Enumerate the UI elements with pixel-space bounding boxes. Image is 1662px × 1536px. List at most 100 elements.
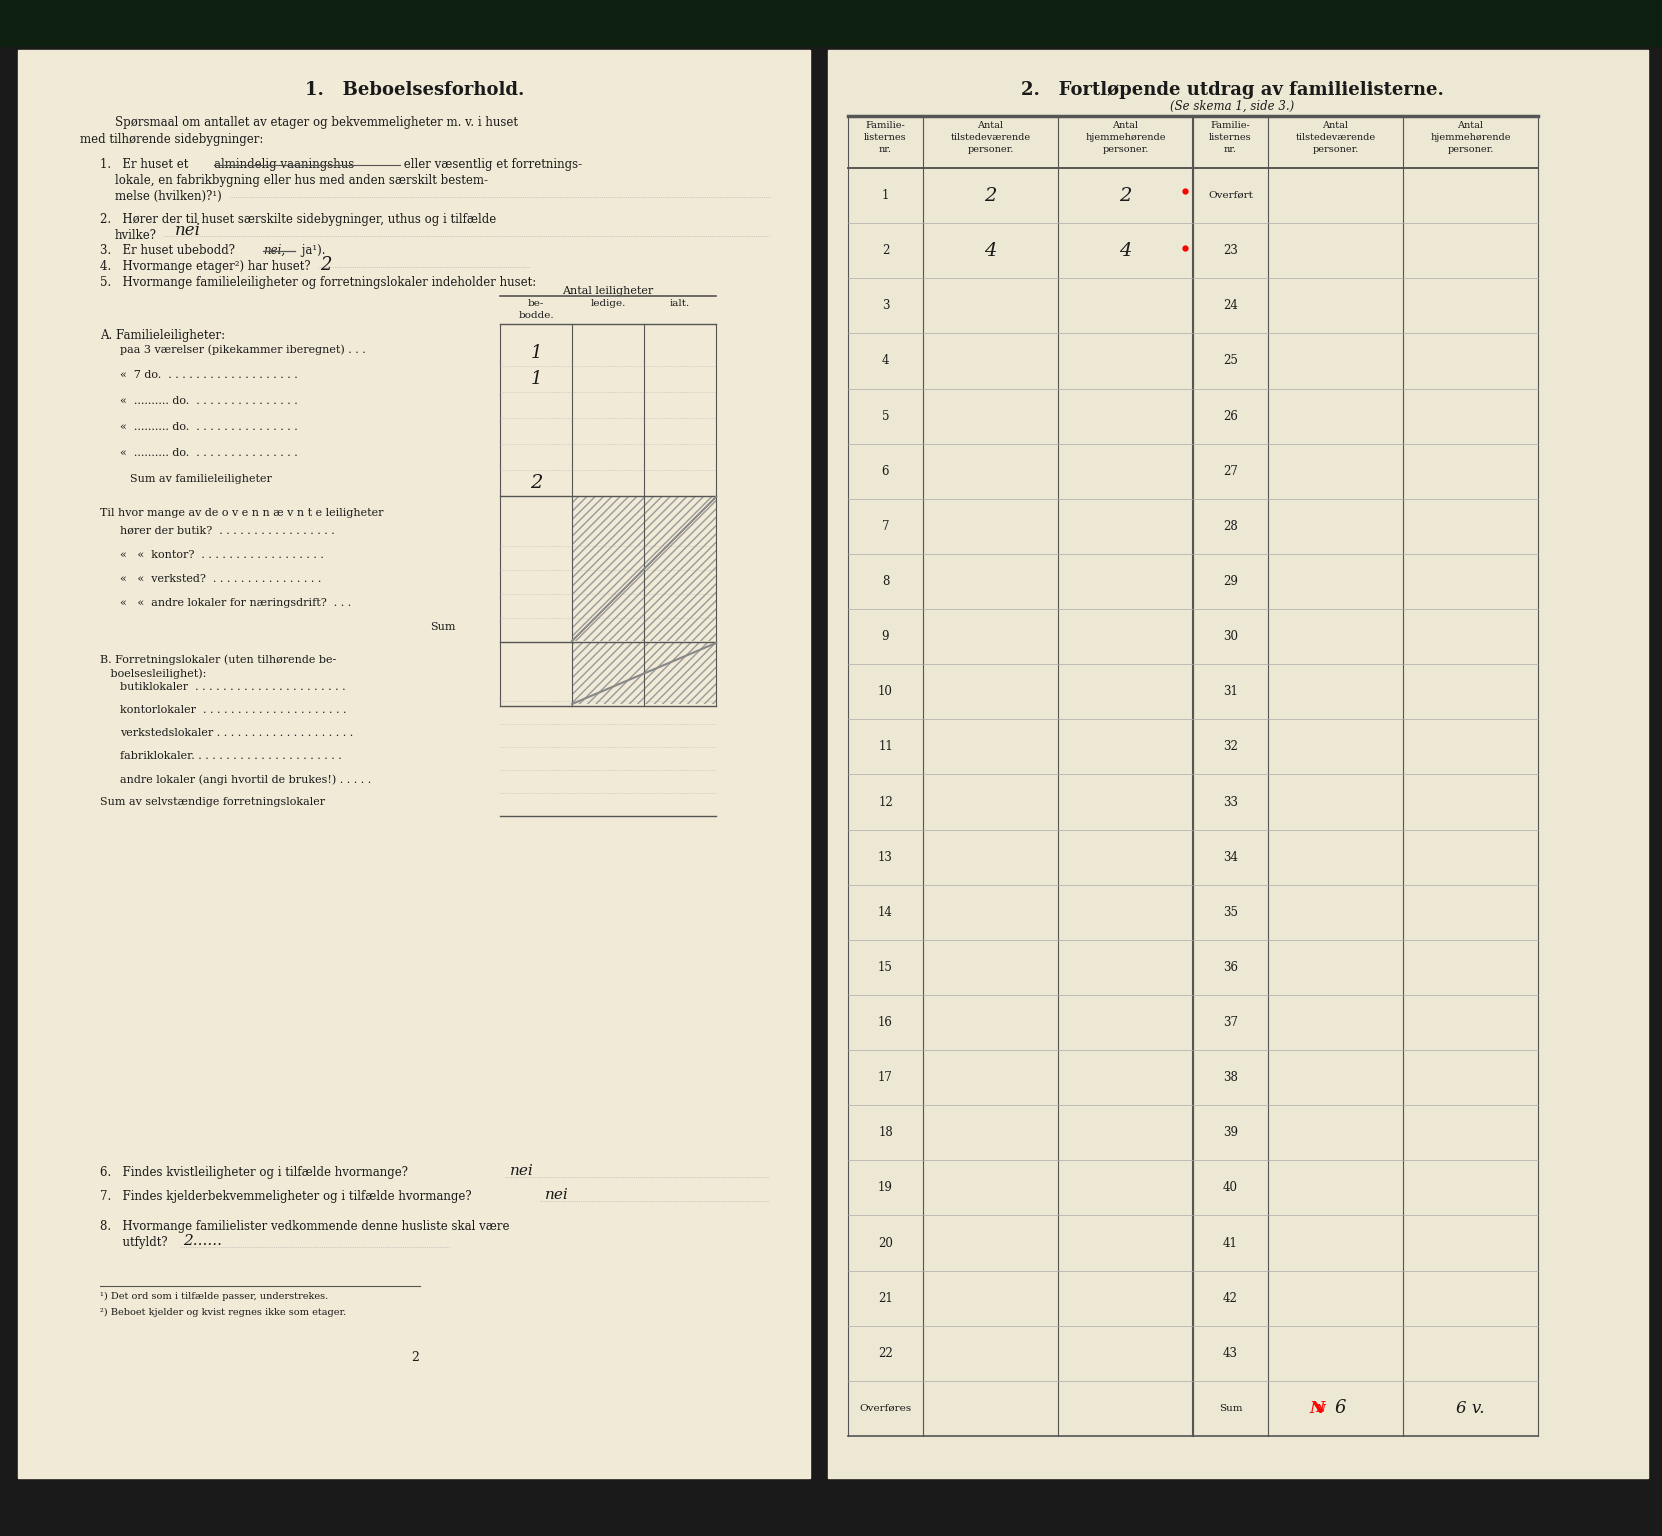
Text: eller væsentlig et forretnings-: eller væsentlig et forretnings- [401,158,582,170]
Text: 23: 23 [1223,244,1238,257]
Text: personer.: personer. [967,144,1014,154]
Text: ¹) Det ord som i tilfælde passer, understrekes.: ¹) Det ord som i tilfælde passer, unders… [100,1292,329,1301]
Text: 20: 20 [878,1236,892,1250]
Text: hører der butik?  . . . . . . . . . . . . . . . . .: hører der butik? . . . . . . . . . . . .… [120,525,334,536]
Text: kontorlokaler  . . . . . . . . . . . . . . . . . . . . .: kontorlokaler . . . . . . . . . . . . . … [120,705,346,714]
Text: hvilke?: hvilke? [115,229,156,243]
Text: 27: 27 [1223,465,1238,478]
Text: Til hvor mange av de o v e n n æ v n t e leiligheter: Til hvor mange av de o v e n n æ v n t e… [100,508,384,518]
Text: Antal: Antal [1323,121,1348,131]
Text: 13: 13 [878,851,892,863]
Text: 2: 2 [1119,186,1132,204]
Text: med tilhørende sidebygninger:: med tilhørende sidebygninger: [80,134,263,146]
Text: «   «  andre lokaler for næringsdrift?  . . .: « « andre lokaler for næringsdrift? . . … [120,598,351,608]
Text: 7.   Findes kjelderbekvemmeligheter og i tilfælde hvormange?: 7. Findes kjelderbekvemmeligheter og i t… [100,1190,472,1203]
Text: 3.   Er huset ubebodd?: 3. Er huset ubebodd? [100,244,243,257]
Text: 2.   Hører der til huset særskilte sidebygninger, uthus og i tilfælde: 2. Hører der til huset særskilte sidebyg… [100,214,497,226]
Text: 6.   Findes kvistleiligheter og i tilfælde hvormange?: 6. Findes kvistleiligheter og i tilfælde… [100,1166,407,1180]
Text: personer.: personer. [1448,144,1494,154]
Text: personer.: personer. [1102,144,1148,154]
Text: lokale, en fabrikbygning eller hus med anden særskilt bestem-: lokale, en fabrikbygning eller hus med a… [115,174,489,187]
Text: listernes: listernes [864,134,907,141]
Text: 31: 31 [1223,685,1238,699]
Text: «  .......... do.  . . . . . . . . . . . . . . .: « .......... do. . . . . . . . . . . . .… [120,422,297,432]
Text: 15: 15 [878,962,892,974]
Text: 8.   Hvormange familielister vedkommende denne husliste skal være: 8. Hvormange familielister vedkommende d… [100,1220,510,1233]
Text: 1.   Er huset et: 1. Er huset et [100,158,188,170]
Bar [572,498,716,641]
Text: 1: 1 [530,344,542,362]
Text: 2: 2 [883,244,889,257]
Text: boelsesleilighet):: boelsesleilighet): [100,668,206,679]
Text: Antal: Antal [1458,121,1484,131]
Text: 12: 12 [878,796,892,808]
Text: ɴ: ɴ [1316,1401,1325,1416]
Text: 24: 24 [1223,300,1238,312]
Text: hjemmehørende: hjemmehørende [1085,134,1165,141]
Text: 26: 26 [1223,410,1238,422]
Text: 4: 4 [1119,241,1132,260]
Text: 1: 1 [530,370,542,389]
Text: melse (hvilken)?¹): melse (hvilken)?¹) [115,190,221,203]
Text: 32: 32 [1223,740,1238,753]
Bar [18,51,809,1478]
Text: Antal: Antal [1112,121,1138,131]
Bar [572,644,716,703]
Text: 6 v.: 6 v. [1456,1399,1484,1416]
Text: nei: nei [175,223,201,240]
Text: 30: 30 [1223,630,1238,644]
Text: 9: 9 [883,630,889,644]
Text: ja¹).: ja¹). [297,244,326,257]
Text: 17: 17 [878,1071,892,1084]
Text: «   «  verksted?  . . . . . . . . . . . . . . . .: « « verksted? . . . . . . . . . . . . . … [120,574,321,584]
Text: 41: 41 [1223,1236,1238,1250]
Text: Sum: Sum [1218,1404,1242,1413]
Text: andre lokaler (angi hvortil de brukes!) . . . . .: andre lokaler (angi hvortil de brukes!) … [120,774,371,785]
Text: Sum av selvstændige forretningslokaler: Sum av selvstændige forretningslokaler [100,797,326,806]
Text: verkstedslokaler . . . . . . . . . . . . . . . . . . . .: verkstedslokaler . . . . . . . . . . . .… [120,728,354,737]
Text: 14: 14 [878,906,892,919]
Text: almindelig vaaningshus: almindelig vaaningshus [214,158,354,170]
Text: 33: 33 [1223,796,1238,808]
Text: nei: nei [545,1187,568,1203]
Text: tilstedeværende: tilstedeværende [1295,134,1376,141]
Text: N: N [1310,1399,1325,1416]
Text: 1.   Beboelsesforhold.: 1. Beboelsesforhold. [306,81,525,98]
Text: 39: 39 [1223,1126,1238,1140]
Text: utfyldt?: utfyldt? [100,1236,168,1249]
Text: Spørsmaal om antallet av etager og bekvemmeligheter m. v. i huset: Spørsmaal om antallet av etager og bekve… [115,117,519,129]
Text: Antal: Antal [977,121,1004,131]
Text: paa 3 værelser (pikekammer iberegnet) . . .: paa 3 værelser (pikekammer iberegnet) . … [120,344,366,355]
Text: 6: 6 [1335,1399,1346,1418]
Text: 16: 16 [878,1015,892,1029]
Text: 19: 19 [878,1181,892,1195]
Text: 28: 28 [1223,519,1238,533]
Text: 2: 2 [984,186,997,204]
Text: «  .......... do.  . . . . . . . . . . . . . . .: « .......... do. . . . . . . . . . . . .… [120,396,297,406]
Text: «   «  kontor?  . . . . . . . . . . . . . . . . . .: « « kontor? . . . . . . . . . . . . . . … [120,550,324,561]
Text: 7: 7 [883,519,889,533]
Text: B. Forretningslokaler (uten tilhørende be-: B. Forretningslokaler (uten tilhørende b… [100,654,336,665]
Text: 21: 21 [878,1292,892,1304]
Bar [0,0,1662,46]
Text: Sum: Sum [430,622,455,631]
Text: Sum av familieleiligheter: Sum av familieleiligheter [130,475,273,484]
Text: 36: 36 [1223,962,1238,974]
Text: nei,: nei, [263,244,286,257]
Text: 25: 25 [1223,355,1238,367]
Text: 42: 42 [1223,1292,1238,1304]
Text: 22: 22 [878,1347,892,1359]
Text: 5.   Hvormange familieleiligheter og forretningslokaler indeholder huset:: 5. Hvormange familieleiligheter og forre… [100,276,537,289]
Text: nei: nei [510,1164,534,1178]
Text: 4.   Hvormange etager²) har huset?: 4. Hvormange etager²) har huset? [100,260,311,273]
Text: 8: 8 [883,574,889,588]
Text: A. Familieleiligheter:: A. Familieleiligheter: [100,329,224,343]
Text: 2......: 2...... [183,1233,223,1247]
Text: ledige.: ledige. [590,300,625,309]
Text: 2: 2 [321,257,331,273]
Text: 37: 37 [1223,1015,1238,1029]
Text: nr.: nr. [1223,144,1237,154]
Text: 3: 3 [883,300,889,312]
Text: tilstedeværende: tilstedeværende [951,134,1030,141]
Text: 40: 40 [1223,1181,1238,1195]
